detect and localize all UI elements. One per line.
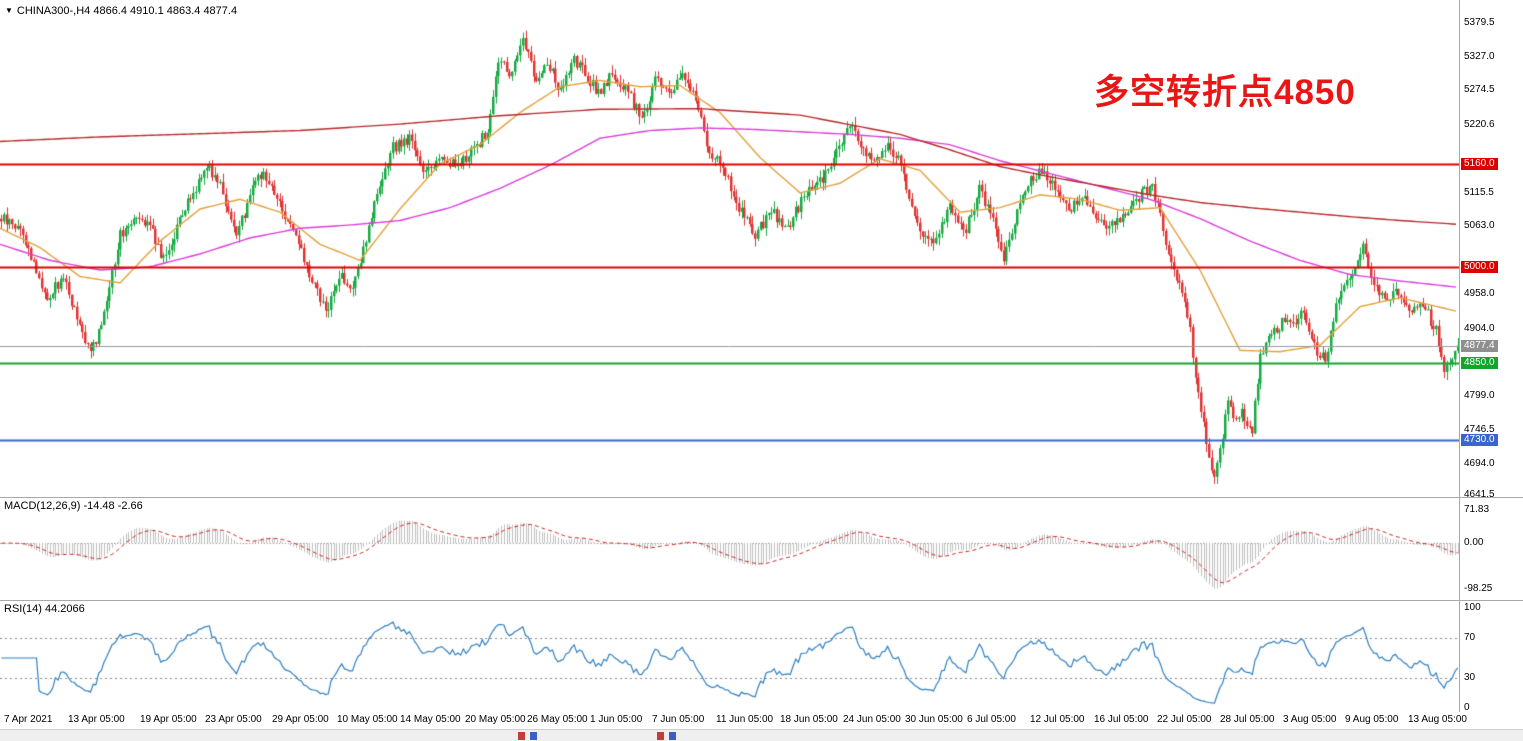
time-axis-label: 3 Aug 05:00	[1283, 714, 1337, 725]
price-axis-label: 5115.5	[1464, 187, 1494, 198]
time-axis-label: 30 Jun 05:00	[905, 714, 963, 725]
price-axis-label: 5379.5	[1464, 17, 1495, 28]
time-axis-label: 7 Apr 2021	[4, 714, 53, 725]
rsi-indicator-label: RSI(14) 44.2066	[4, 603, 85, 615]
candlestick-chart-canvas[interactable]	[0, 0, 1459, 712]
time-axis-label: 16 Jul 05:00	[1094, 714, 1149, 725]
time-axis-label: 1 Jun 05:00	[590, 714, 643, 725]
time-axis-label: 23 Apr 05:00	[205, 714, 262, 725]
time-axis-label: 26 May 05:00	[527, 714, 588, 725]
bottom-bar-marker	[530, 732, 537, 740]
price-axis-label: 5063.0	[1464, 220, 1495, 231]
bottom-bar-marker	[518, 732, 525, 740]
symbol-info: ▼ CHINA300-,H4 4866.4 4910.1 4863.4 4877.…	[5, 5, 237, 17]
time-axis-label: 14 May 05:00	[400, 714, 461, 725]
rsi-axis-label: 70	[1464, 632, 1476, 643]
time-axis-label: 7 Jun 05:00	[652, 714, 705, 725]
macd-axis-label: -98.25	[1464, 583, 1493, 594]
macd-indicator-label: MACD(12,26,9) -14.48 -2.66	[4, 500, 143, 512]
macd-panel-separator[interactable]	[0, 497, 1523, 498]
price-axis-label: 5274.5	[1464, 84, 1495, 95]
symbol-ohlc-text: CHINA300-,H4 4866.4 4910.1 4863.4 4877.4	[16, 5, 238, 17]
time-axis-label: 6 Jul 05:00	[967, 714, 1016, 725]
time-axis-label: 29 Apr 05:00	[272, 714, 329, 725]
price-axis-separator	[1459, 0, 1460, 712]
time-axis-label: 24 Jun 05:00	[843, 714, 901, 725]
time-axis-label: 22 Jul 05:00	[1157, 714, 1212, 725]
bottom-bar-marker	[657, 732, 664, 740]
time-axis-label: 19 Apr 05:00	[140, 714, 197, 725]
price-axis-label: 4958.0	[1464, 288, 1495, 299]
time-axis-label: 10 May 05:00	[337, 714, 398, 725]
price-level-badge: 4730.0	[1461, 434, 1498, 446]
macd-axis-label: 71.83	[1464, 504, 1490, 515]
time-axis-label: 9 Aug 05:00	[1345, 714, 1399, 725]
time-axis-label: 13 Apr 05:00	[68, 714, 125, 725]
price-axis-label: 4799.0	[1464, 390, 1495, 401]
time-axis-label: 18 Jun 05:00	[780, 714, 838, 725]
price-axis-label: 4641.5	[1464, 489, 1495, 500]
text-annotation: 多空转折点4850	[1094, 73, 1356, 112]
time-axis-label: 12 Jul 05:00	[1030, 714, 1085, 725]
price-level-badge: 4850.0	[1461, 357, 1498, 369]
time-axis: 7 Apr 2021 13 Apr 05:00 19 Apr 05:00 23 Apr…	[0, 712, 1523, 728]
time-axis-label: 28 Jul 05:00	[1220, 714, 1275, 725]
bottom-bar[interactable]	[0, 729, 1523, 741]
rsi-axis-label: 30	[1464, 672, 1476, 683]
macd-axis-label: 0.00	[1464, 537, 1484, 548]
bottom-bar-marker	[669, 732, 676, 740]
rsi-axis-label: 0	[1464, 702, 1470, 713]
price-axis-label: 5327.0	[1464, 51, 1495, 62]
price-axis-label: 4904.0	[1464, 323, 1495, 334]
price-level-badge: 4877.4	[1461, 340, 1498, 352]
rsi-axis-label: 100	[1464, 602, 1481, 613]
price-axis-label: 4746.5	[1464, 424, 1495, 435]
price-axis: 5379.5 5327.0 5274.5 5220.6 5115.5 5063.0 4958…	[1460, 0, 1523, 713]
price-level-badge: 5000.0	[1461, 261, 1498, 273]
time-axis-label: 13 Aug 05:00	[1408, 714, 1467, 725]
price-axis-label: 4694.0	[1464, 458, 1495, 469]
price-level-badge: 5160.0	[1461, 158, 1498, 170]
rsi-panel-separator[interactable]	[0, 600, 1523, 601]
price-axis-label: 5220.6	[1464, 119, 1495, 130]
time-axis-label: 20 May 05:00	[465, 714, 526, 725]
symbol-dropdown-icon[interactable]: ▼	[5, 6, 13, 15]
time-axis-label: 11 Jun 05:00	[716, 714, 774, 725]
